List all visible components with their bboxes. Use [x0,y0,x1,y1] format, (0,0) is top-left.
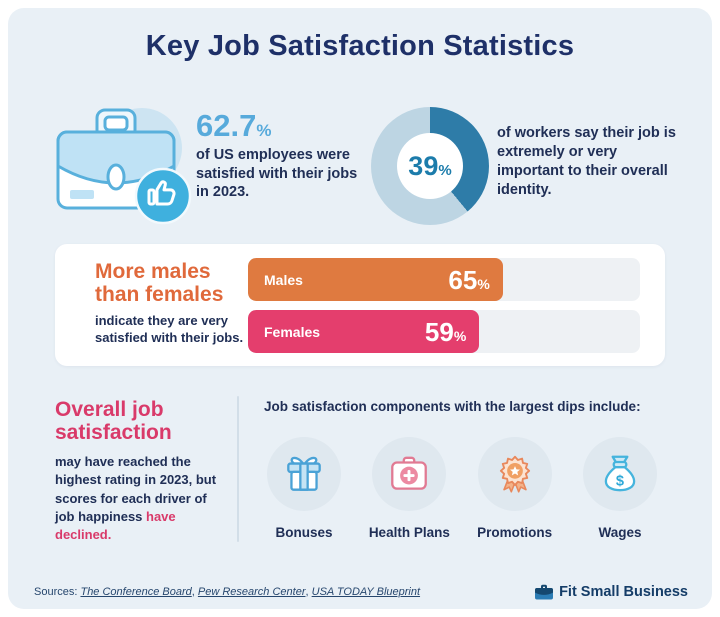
sources-line: Sources: The Conference Board, Pew Resea… [34,586,421,598]
first-aid-kit-icon [372,437,447,511]
brand-logo: Fit Small Business [534,583,688,601]
gender-comparison-card: More males than females indicate they ar… [55,244,665,366]
page-title: Key Job Satisfaction Statistics [145,30,575,62]
donut-hole: 39% [397,133,463,199]
sources-label: Sources: [34,586,81,598]
component-label: Wages [598,525,642,540]
gender-card-heading: More males than females [95,260,224,306]
decline-highlight: have declined. [55,508,176,542]
component-label: Health Plans [368,525,450,540]
component-bonuses: Bonuses [256,437,352,540]
gift-icon [267,437,341,511]
gender-card-text: More males than females indicate they ar… [95,260,253,347]
brand-name: Fit Small Business [559,584,688,600]
component-wages: $ Wages [572,437,668,540]
source-link-conference-board[interactable]: The Conference Board [80,586,192,598]
vertical-divider [237,396,239,542]
component-label: Promotions [477,525,553,540]
employees-stat-description: of US employees were satisfied with thei… [196,147,358,201]
components-row: Bonuses Health Plans [256,437,668,540]
thumbs-up-icon [147,180,176,206]
donut-center-label: 39% [408,150,452,181]
males-bar-track: Males 65% [248,258,640,301]
money-bag-icon: $ [582,437,657,511]
females-bar-track: Females 59% [248,310,640,353]
decline-body: may have reached the highest rating in 2… [55,454,217,542]
males-bar-value: 65% [448,264,490,295]
females-bar-label: Females [264,323,321,340]
brand-briefcase-icon [535,584,554,600]
males-bar-label: Males [264,271,303,288]
identity-donut-chart: 39% [371,107,489,225]
males-bar-fill: Males 65% [248,258,503,301]
females-bar-value: 59% [424,316,467,347]
females-bar-fill: Females 59% [248,310,480,353]
gender-card-subtext: indicate they are very satisfied with th… [95,313,244,346]
source-link-usa-today[interactable]: USA TODAY Blueprint [311,586,421,598]
decline-text-block: Overall job satisfaction may have reache… [55,398,227,544]
components-intro: Job satisfaction components with the lar… [264,399,641,414]
svg-text:$: $ [616,474,624,490]
identity-stat-description: of workers say their job is extremely or… [497,125,676,198]
employees-stat-block: 62.7% of US employees were satisfied wit… [196,110,374,202]
decline-heading: Overall job satisfaction [55,398,172,445]
source-link-pew-research[interactable]: Pew Research Center [197,586,306,598]
briefcase-thumbs-up-icon [42,104,192,231]
component-health-plans: Health Plans [361,437,457,540]
employees-stat-value: 62.7% [196,108,272,143]
award-badge-icon [477,437,552,511]
component-promotions: Promotions [467,437,563,540]
gender-bar-chart: Males 65% Females 59% [248,258,640,362]
component-label: Bonuses [275,525,333,540]
